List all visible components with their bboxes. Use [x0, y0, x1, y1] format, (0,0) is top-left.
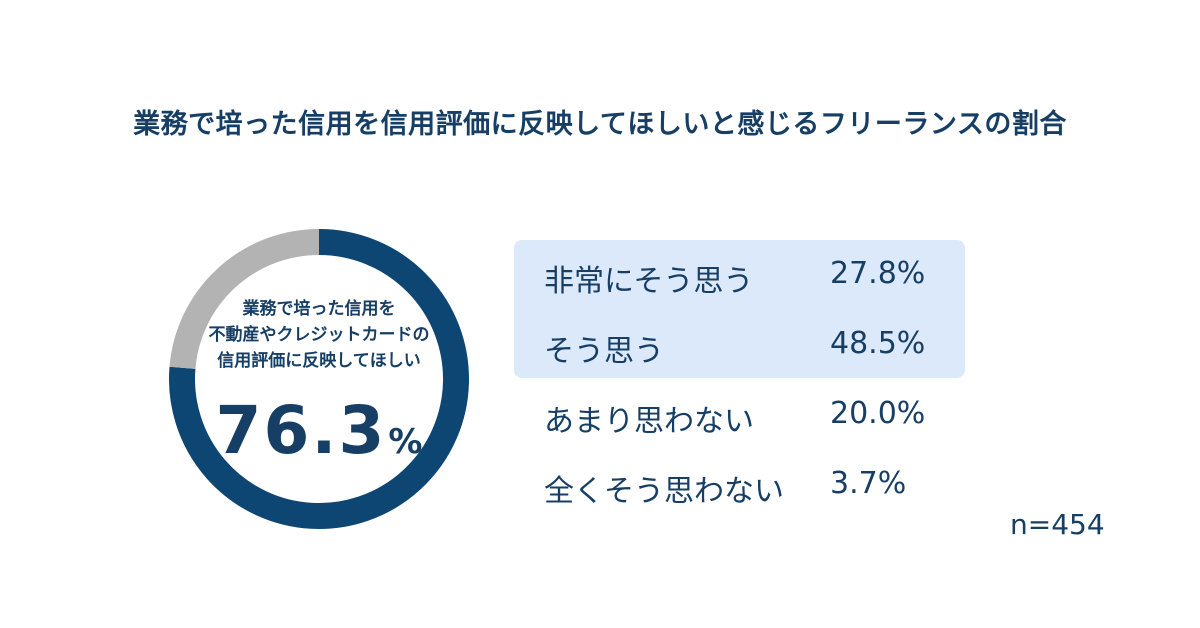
legend-row-agree: そう思う 48.5%: [544, 326, 964, 376]
legend-label: あまり思わない: [544, 404, 754, 439]
donut-center-number: 76.3: [215, 392, 387, 469]
legend-value: 3.7%: [830, 466, 907, 501]
legend-value: 48.5%: [830, 326, 926, 361]
legend-label: 全くそう思わない: [544, 474, 784, 509]
sample-size: n=454: [1010, 508, 1105, 541]
donut-center-line-1: 業務で培った信用を: [242, 299, 396, 319]
legend-highlight-box: [514, 240, 965, 378]
legend-row-disagree: あまり思わない 20.0%: [544, 396, 964, 446]
donut-chart: [169, 229, 469, 529]
donut-center-label: 業務で培った信用を 不動産やクレジットカードの 信用評価に反映してほしい: [166, 296, 472, 374]
chart-title: 業務で培った信用を信用評価に反映してほしいと感じるフリーランスの割合: [133, 109, 1067, 140]
legend-row-strongly-disagree: 全くそう思わない 3.7%: [544, 466, 964, 516]
donut-segment-reflect: [169, 229, 469, 529]
legend-value: 20.0%: [830, 396, 926, 431]
donut-center-unit: %: [388, 422, 423, 462]
legend-label: 非常にそう思う: [544, 264, 754, 299]
donut-segment-rest: [169, 229, 320, 370]
legend-value: 27.8%: [830, 256, 926, 291]
donut-center-line-2: 不動産やクレジットカードの: [208, 325, 430, 345]
donut-center-line-3: 信用評価に反映してほしい: [217, 351, 421, 371]
donut-center-value: 76.3%: [166, 392, 472, 469]
legend-row-very-agree: 非常にそう思う 27.8%: [544, 256, 964, 306]
legend-label: そう思う: [544, 334, 664, 369]
